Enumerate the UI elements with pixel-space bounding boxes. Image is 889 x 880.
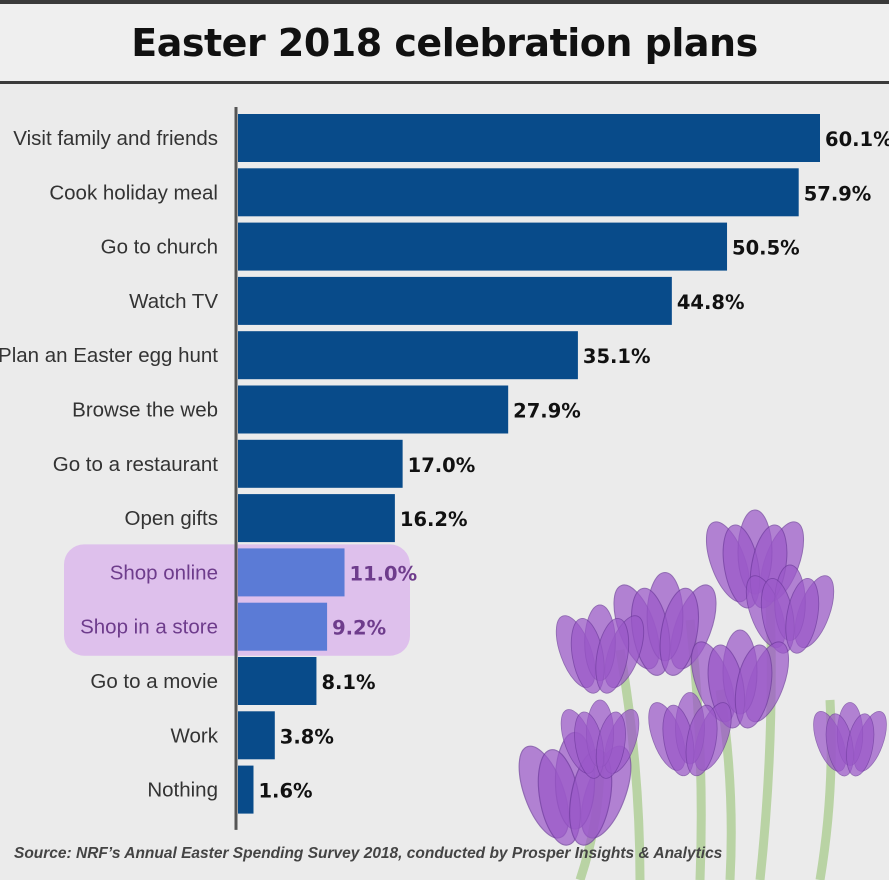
data-label: 57.9% [804,182,872,205]
data-label: 11.0% [350,562,418,585]
bar-plan-an-easter-egg-hunt [238,331,578,380]
category-label: Plan an Easter egg hunt [0,344,218,367]
chart-title: Easter 2018 celebration plans [131,20,758,65]
category-label: Shop online [110,561,218,584]
category-label: Work [171,724,219,747]
crocus-bloom [745,564,835,654]
source-note: Source: NRF’s Annual Easter Spending Sur… [14,845,723,862]
bar-shop-in-a-store [238,602,328,651]
category-label: Nothing [147,779,218,802]
category-label: Go to a restaurant [53,453,219,476]
crocus-bloom [555,604,645,694]
crocus-bloom [560,699,640,779]
category-label: Shop in a store [80,616,218,639]
bar-go-to-church [238,222,728,271]
crocus-petal [846,713,875,777]
crocus-petal [734,644,773,729]
crocus-bloom [813,702,887,777]
crocus-petal [595,618,630,694]
crocus-petal [595,711,626,779]
category-label: Cook holiday meal [49,181,218,204]
bar-visit-family-and-friends [238,114,820,162]
category-label: Watch TV [129,290,218,313]
bar-watch-tv [238,276,672,325]
bar-cook-holiday-meal [238,168,799,217]
category-label: Visit family and friends [13,127,218,150]
data-label: 35.1% [583,345,651,368]
data-label: 44.8% [677,291,745,314]
data-label: 17.0% [408,454,476,477]
crocus-petal [659,587,699,676]
category-label: Browse the web [72,399,218,422]
crocus-petal [685,704,718,777]
bar-go-to-a-restaurant [238,439,403,488]
bar-nothing [238,765,254,814]
data-label: 8.1% [321,671,375,694]
category-label: Go to church [101,236,218,259]
title-bar: Easter 2018 celebration plans [0,0,889,84]
category-label: Open gifts [125,507,218,530]
crocus-bloom [690,629,790,729]
bar-go-to-a-movie [238,657,317,705]
data-label: 16.2% [400,508,468,531]
crocus-bloom [648,692,732,777]
bar-open-gifts [238,494,395,543]
bar-browse-the-web [238,385,509,434]
data-label: 27.9% [513,400,581,423]
bar-shop-online [238,548,345,597]
data-label: 50.5% [732,237,800,260]
category-label: Go to a movie [90,670,218,693]
data-label: 9.2% [332,617,386,640]
crocus-petal [785,578,820,654]
crocus-flowers-image [518,509,887,880]
bar-work [238,711,275,760]
data-label: 1.6% [258,780,312,803]
data-label: 3.8% [280,725,334,748]
data-label: 60.1% [825,128,889,151]
